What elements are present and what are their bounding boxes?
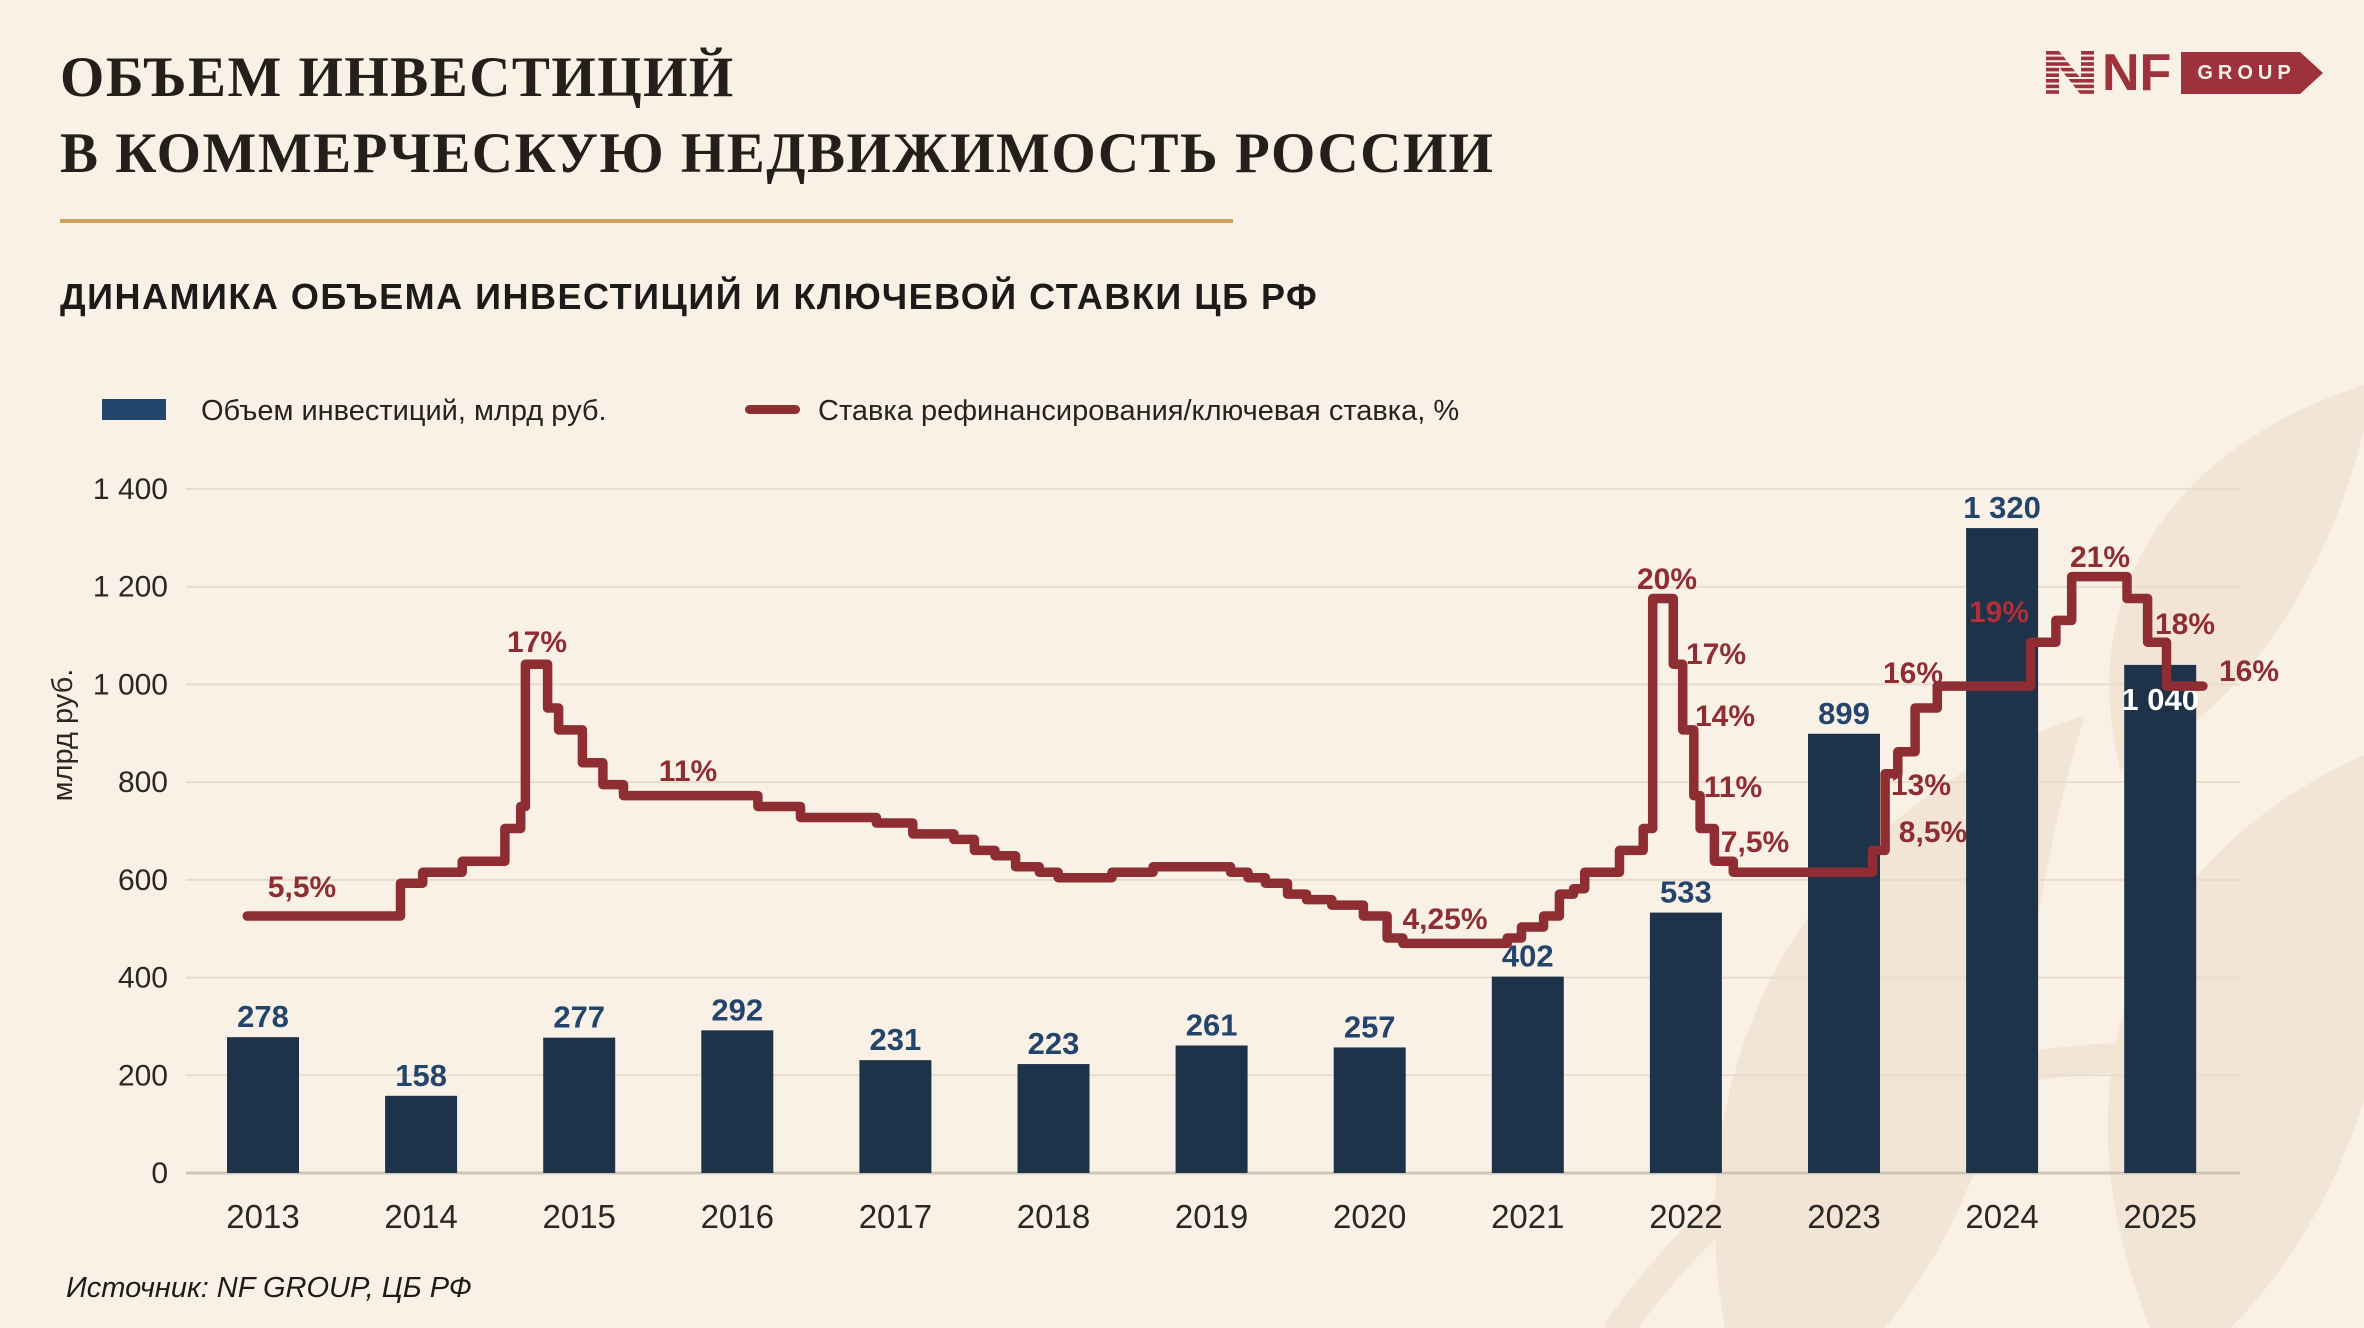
key-rate-line <box>242 571 2208 949</box>
bar-2013 <box>227 1037 299 1173</box>
rate-label-10-13pct: 13% <box>1891 769 1951 802</box>
bar-2017 <box>859 1060 932 1173</box>
x-tick-label-2018: 2018 <box>1017 1198 1090 1235</box>
nf-logo-mark-icon <box>2046 51 2094 94</box>
logo-group-badge: GROUP <box>2181 52 2324 94</box>
bar-2015 <box>543 1037 616 1173</box>
rate-label-11-8,5pct: 8,5% <box>1899 816 1967 849</box>
x-tick-label-2023: 2023 <box>1807 1198 1880 1235</box>
bar-2024 <box>1966 528 2039 1173</box>
x-tick-label-2017: 2017 <box>859 1198 932 1235</box>
rate-label-6-14pct: 14% <box>1695 700 1755 733</box>
rate-label-5-17pct: 17% <box>1686 638 1746 671</box>
rate-label-13-21pct: 21% <box>2070 541 2130 574</box>
rate-label-12-19pct: 19% <box>1969 596 2029 629</box>
legend-line-swatch <box>745 405 800 414</box>
rate-label-2-11pct: 11% <box>659 755 717 788</box>
legend-line-label: Ставка рефинансирования/ключевая ставка,… <box>818 395 1460 427</box>
x-tick-label-2022: 2022 <box>1649 1198 1722 1235</box>
bar-value-label-2020: 257 <box>1344 1009 1396 1044</box>
bar-2014 <box>385 1095 458 1173</box>
x-tick-label-2015: 2015 <box>542 1198 615 1235</box>
y-axis-title: млрд руб. <box>47 669 79 802</box>
page-title-line2: В КОММЕРЧЕСКУЮ НЕДВИЖИМОСТЬ РОССИИ <box>60 122 1495 185</box>
bar-value-label-2016: 292 <box>711 992 763 1027</box>
logo-badge-arrow-icon <box>2181 52 2324 94</box>
nf-group-logo: NF GROUP <box>2046 44 2324 102</box>
watermark-petal-icon <box>2107 755 2364 1328</box>
y-tick-label-600: 600 <box>118 864 168 897</box>
bar-2023 <box>1808 733 1880 1173</box>
y-tick-label-400: 400 <box>118 962 168 995</box>
bar-2021 <box>1491 976 1564 1173</box>
rate-label-7-11pct: 11% <box>1704 771 1762 804</box>
x-tick-label-2020: 2020 <box>1333 1198 1406 1235</box>
title-underline <box>60 219 1233 223</box>
bar-value-label-2022: 533 <box>1660 875 1712 910</box>
section-heading: ДИНАМИКА ОБЪЕМА ИНВЕСТИЦИЙ И КЛЮЧЕВОЙ СТ… <box>60 276 1319 317</box>
rate-label-14-18pct: 18% <box>2155 608 2215 641</box>
x-tick-label-2024: 2024 <box>1965 1198 2038 1235</box>
rate-label-15-16pct: 16% <box>2219 655 2279 688</box>
x-tick-label-2025: 2025 <box>2123 1198 2196 1235</box>
rate-label-3-4,25pct: 4,25% <box>1402 903 1487 936</box>
bar-value-label-2024: 1 320 <box>1963 490 2041 525</box>
bar-value-label-2014: 158 <box>395 1058 447 1093</box>
bar-value-label-2018: 223 <box>1028 1026 1080 1061</box>
logo-group-text: GROUP <box>2197 61 2296 84</box>
x-tick-label-2021: 2021 <box>1491 1198 1564 1235</box>
bar-value-label-2015: 277 <box>553 1000 605 1035</box>
logo-nf-text: NF <box>2102 44 2172 102</box>
y-tick-label-1200: 1 200 <box>93 571 168 604</box>
bar-2022 <box>1649 912 1722 1173</box>
bar-value-label-2013: 278 <box>237 999 289 1034</box>
bar-value-label-2023: 899 <box>1818 696 1870 731</box>
rate-label-8-7,5pct: 7,5% <box>1721 826 1789 859</box>
source-note: Источник: NF GROUP, ЦБ РФ <box>66 1272 472 1304</box>
y-tick-label-0: 0 <box>151 1157 168 1190</box>
bar-value-label-2019: 261 <box>1186 1007 1238 1042</box>
x-tick-label-2014: 2014 <box>384 1198 457 1235</box>
x-tick-label-2019: 2019 <box>1175 1198 1248 1235</box>
legend-bar-swatch <box>102 399 166 420</box>
y-tick-label-200: 200 <box>118 1059 168 1092</box>
bar-2018 <box>1017 1064 1090 1173</box>
bar-2020 <box>1333 1047 1406 1173</box>
watermark-curl-icon <box>2240 1049 2331 1241</box>
bar-2016 <box>701 1030 774 1173</box>
bar-2019 <box>1175 1045 1248 1173</box>
bar-value-label-2017: 231 <box>870 1022 922 1057</box>
rate-label-9-16pct: 16% <box>1883 657 1943 690</box>
x-tick-label-2013: 2013 <box>226 1198 299 1235</box>
legend-bar-label: Объем инвестиций, млрд руб. <box>201 395 607 427</box>
rate-label-1-17pct: 17% <box>507 626 567 659</box>
bar-2025 <box>2124 664 2197 1173</box>
rate-label-4-20pct: 20% <box>1637 563 1697 596</box>
y-tick-label-800: 800 <box>118 766 168 799</box>
rate-label-0-5,5pct: 5,5% <box>268 871 336 904</box>
y-tick-label-1400: 1 400 <box>93 473 168 506</box>
page-title-line1: ОБЪЕМ ИНВЕСТИЦИЙ <box>60 46 735 109</box>
y-tick-label-1000: 1 000 <box>93 668 168 701</box>
page-title: ОБЪЕМ ИНВЕСТИЦИЙ В КОММЕРЧЕСКУЮ НЕДВИЖИМ… <box>60 40 1495 192</box>
x-tick-label-2016: 2016 <box>701 1198 774 1235</box>
